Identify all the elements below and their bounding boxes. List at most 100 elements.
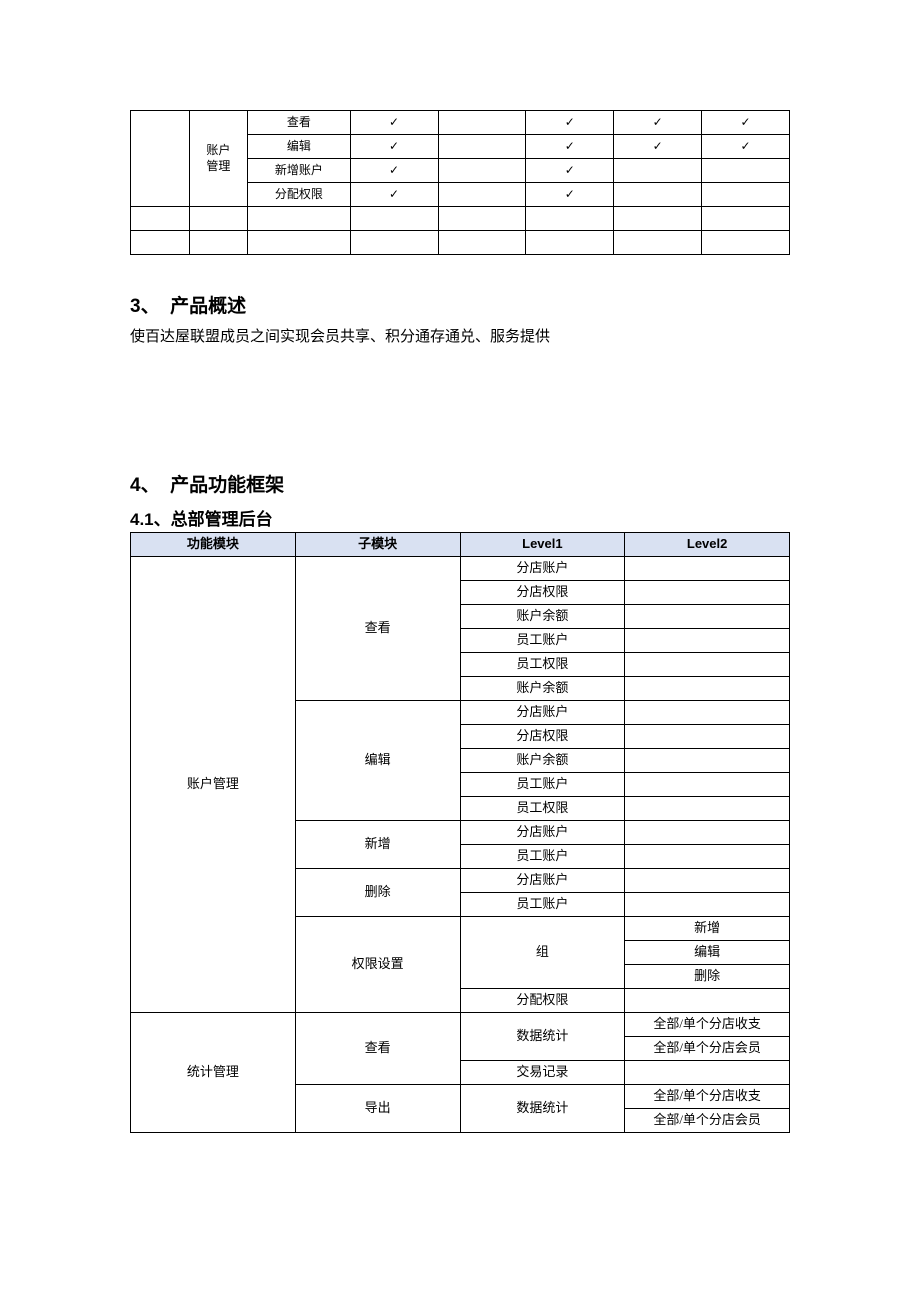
- cell: [625, 892, 790, 916]
- cell: [526, 231, 614, 255]
- cell: 分店账户: [460, 700, 625, 724]
- cell: [625, 676, 790, 700]
- cell: 全部/单个分店会员: [625, 1108, 790, 1132]
- cell: [702, 231, 790, 255]
- cell: 全部/单个分店收支: [625, 1084, 790, 1108]
- cell: 账户余额: [460, 676, 625, 700]
- cell: [438, 111, 526, 135]
- table-row: 账户 管理 查看 ✓ ✓ ✓ ✓: [131, 111, 790, 135]
- table-row: [131, 231, 790, 255]
- cell: [625, 604, 790, 628]
- cell: [702, 159, 790, 183]
- cell: [625, 700, 790, 724]
- cell: 员工权限: [460, 796, 625, 820]
- cell: 组: [460, 916, 625, 988]
- cell: ✓: [614, 111, 702, 135]
- cell: [526, 207, 614, 231]
- cell: 分配权限: [460, 988, 625, 1012]
- cell-module: 统计管理: [131, 1012, 296, 1132]
- sub-num: 4.1、: [130, 510, 171, 529]
- cell: 数据统计: [460, 1012, 625, 1060]
- section-3-body: 使百达屋联盟成员之间实现会员共享、积分通存通兑、服务提供: [130, 326, 790, 349]
- cell: 分店账户: [460, 556, 625, 580]
- cell: [438, 135, 526, 159]
- cell-sub: 导出: [295, 1084, 460, 1132]
- table-row: 账户管理 查看 分店账户: [131, 556, 790, 580]
- cell: 分店权限: [460, 580, 625, 604]
- cell-category: 账户 管理: [189, 111, 248, 207]
- cell: [438, 159, 526, 183]
- col-header: 功能模块: [131, 532, 296, 556]
- cell: 删除: [625, 964, 790, 988]
- cell: 全部/单个分店会员: [625, 1036, 790, 1060]
- cell: ✓: [350, 135, 438, 159]
- cell: 查看: [248, 111, 351, 135]
- section-4-heading: 4、 产品功能框架: [130, 470, 790, 497]
- section-num: 4、: [130, 475, 160, 496]
- col-header: 子模块: [295, 532, 460, 556]
- cell: [625, 868, 790, 892]
- cell: 分店权限: [460, 724, 625, 748]
- cell: 员工账户: [460, 772, 625, 796]
- cell: [131, 231, 190, 255]
- cell: [438, 207, 526, 231]
- cell: 员工账户: [460, 892, 625, 916]
- function-framework-table: 功能模块 子模块 Level1 Level2 账户管理 查看 分店账户 分店权限…: [130, 532, 790, 1133]
- cell: 员工权限: [460, 652, 625, 676]
- cell: 员工账户: [460, 628, 625, 652]
- cell: [625, 820, 790, 844]
- cell: [131, 207, 190, 231]
- cell: 新增账户: [248, 159, 351, 183]
- cell: [625, 796, 790, 820]
- sub-title: 总部管理后台: [171, 510, 273, 529]
- cell: ✓: [350, 183, 438, 207]
- cell-empty: [131, 111, 190, 207]
- cell: ✓: [614, 135, 702, 159]
- section-4-1-heading: 4.1、总部管理后台: [130, 505, 790, 530]
- cell: ✓: [702, 111, 790, 135]
- cell: [614, 183, 702, 207]
- cell: [248, 231, 351, 255]
- cell: [438, 183, 526, 207]
- cell: [702, 183, 790, 207]
- section-num: 3、: [130, 296, 160, 317]
- section-title: 产品概述: [170, 296, 246, 317]
- cell: [625, 556, 790, 580]
- cell: [614, 231, 702, 255]
- cell: [625, 652, 790, 676]
- col-header: Level2: [625, 532, 790, 556]
- cell: [189, 207, 248, 231]
- cell: [248, 207, 351, 231]
- cell-sub: 删除: [295, 868, 460, 916]
- cell: 编辑: [625, 940, 790, 964]
- permissions-table: 账户 管理 查看 ✓ ✓ ✓ ✓ 编辑 ✓ ✓ ✓ ✓ 新增账户 ✓ ✓ 分配权…: [130, 110, 790, 255]
- cell: [350, 207, 438, 231]
- cell: [350, 231, 438, 255]
- cell: [625, 724, 790, 748]
- cell: 账户余额: [460, 604, 625, 628]
- cell-module: 账户管理: [131, 556, 296, 1012]
- cell: [625, 772, 790, 796]
- cell: [625, 748, 790, 772]
- cell-sub: 查看: [295, 1012, 460, 1084]
- cell: 分店账户: [460, 868, 625, 892]
- table-header-row: 功能模块 子模块 Level1 Level2: [131, 532, 790, 556]
- cell: ✓: [526, 111, 614, 135]
- cell: [625, 1060, 790, 1084]
- cell: [625, 988, 790, 1012]
- col-header: Level1: [460, 532, 625, 556]
- cell: [625, 580, 790, 604]
- table-row: 统计管理 查看 数据统计 全部/单个分店收支: [131, 1012, 790, 1036]
- cell-sub: 新增: [295, 820, 460, 868]
- cell: 交易记录: [460, 1060, 625, 1084]
- cell-sub: 查看: [295, 556, 460, 700]
- cell: ✓: [702, 135, 790, 159]
- cell: ✓: [350, 111, 438, 135]
- section-title: 产品功能框架: [170, 475, 284, 496]
- cell-sub: 权限设置: [295, 916, 460, 1012]
- cell: [189, 231, 248, 255]
- cell-sub: 编辑: [295, 700, 460, 820]
- cell: 分店账户: [460, 820, 625, 844]
- cell: 数据统计: [460, 1084, 625, 1132]
- cell: 新增: [625, 916, 790, 940]
